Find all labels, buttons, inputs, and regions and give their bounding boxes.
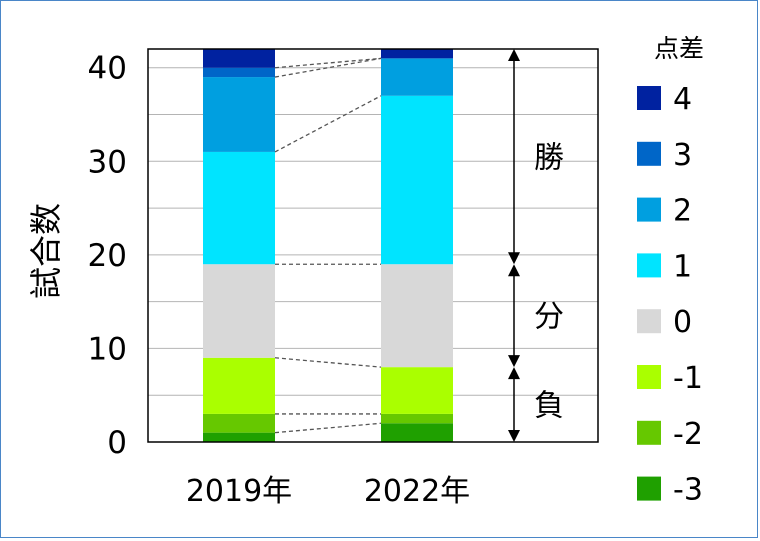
bar-segment (381, 49, 453, 59)
legend-swatch (637, 476, 661, 501)
bar-segment (203, 77, 275, 152)
legend-swatch (637, 86, 661, 110)
legend-label: -1 (673, 361, 703, 396)
y-axis-label: 試合数 (27, 203, 65, 299)
plot-border (147, 48, 599, 443)
legend-label: 4 (673, 82, 692, 117)
annotation-arrowhead (508, 49, 520, 61)
annotation-arrowhead (508, 355, 520, 368)
annotation-label: 勝 (534, 141, 564, 176)
bar-segment (203, 357, 275, 414)
legend-label: 2 (673, 194, 692, 229)
legend-swatch (637, 420, 661, 445)
connector-line (274, 57, 382, 69)
annotation-label: 分 (534, 300, 564, 335)
legend-label: 0 (673, 305, 692, 340)
legend-label: 1 (673, 249, 692, 284)
annotation-arrowhead (508, 264, 520, 277)
x-tick-label: 2022年 (364, 474, 470, 509)
y-tick-label: 30 (88, 144, 127, 180)
bar-segment (381, 367, 453, 414)
legend-title: 点差 (654, 34, 704, 63)
bar-segment (203, 264, 275, 358)
y-tick-label: 40 (88, 51, 127, 87)
connector-line (274, 357, 382, 368)
annotation-arrowhead (508, 430, 520, 442)
legend-label: -2 (673, 417, 703, 452)
annotation-arrowhead (508, 252, 520, 265)
y-tick-label: 10 (88, 331, 127, 367)
bar-segment (203, 151, 275, 265)
legend-swatch (637, 141, 661, 166)
legend-swatch (637, 253, 661, 278)
bar-segment (381, 413, 453, 424)
bar-segment (381, 264, 453, 368)
connector-line (274, 95, 382, 153)
legend-swatch (637, 309, 661, 334)
x-tick-label: 2019年 (186, 474, 292, 509)
annotation-arrowhead (508, 367, 520, 380)
legend-swatch (637, 197, 661, 222)
y-tick-label: 0 (107, 425, 127, 461)
connector-line (274, 422, 382, 434)
legend-label: -3 (673, 473, 703, 508)
legend-label: 3 (673, 138, 692, 173)
annotation-label: 負 (534, 389, 564, 424)
bar-segment (381, 58, 453, 96)
bar-segment (381, 95, 453, 265)
bar-segment (203, 67, 275, 78)
bar-segment (203, 49, 275, 68)
legend-swatch (637, 365, 661, 389)
bar-segment (381, 423, 453, 442)
bar-segment (203, 413, 275, 433)
connector-line (274, 57, 382, 78)
y-tick-label: 20 (88, 238, 127, 274)
bar-segment (203, 432, 275, 442)
